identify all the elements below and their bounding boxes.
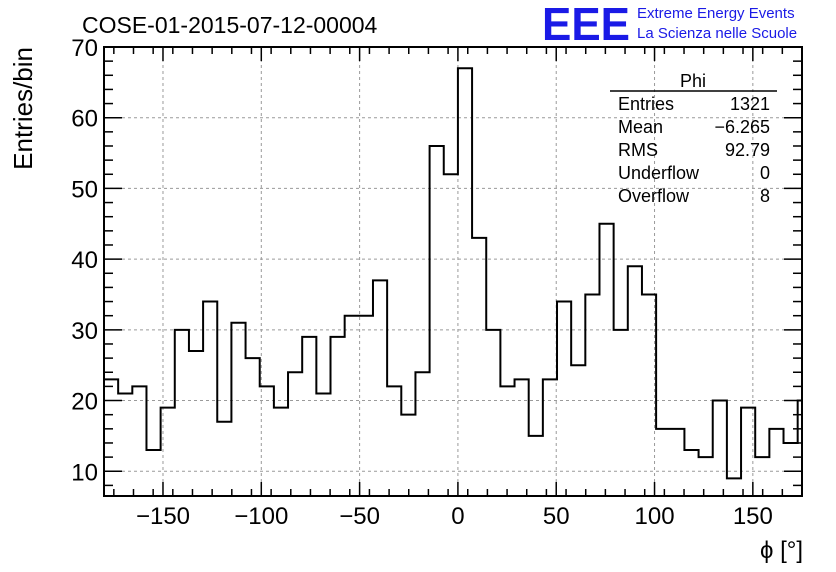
x-tick-label: −100 bbox=[234, 503, 288, 530]
stats-row-label: Overflow bbox=[618, 186, 690, 206]
histogram-outline bbox=[104, 67, 802, 480]
branding-line-2: La Scienza nelle Scuole bbox=[637, 25, 797, 42]
stats-row-label: Entries bbox=[618, 94, 674, 114]
eee-branding: EEE Extreme Energy Events La Scienza nel… bbox=[542, 0, 797, 50]
stats-row-value: −6.265 bbox=[714, 117, 770, 137]
chart-title: COSE-01-2015-07-12-00004 bbox=[82, 12, 378, 38]
stats-title: Phi bbox=[680, 71, 706, 91]
y-tick-label: 30 bbox=[71, 318, 98, 345]
x-tick-label: 0 bbox=[451, 503, 464, 530]
y-tick-label: 60 bbox=[71, 106, 98, 133]
y-tick-label: 20 bbox=[71, 389, 98, 416]
y-tick-label: 70 bbox=[71, 35, 98, 62]
branding-line-1: Extreme Energy Events bbox=[637, 5, 795, 22]
x-tick-label: 50 bbox=[543, 503, 570, 530]
y-tick-label: 40 bbox=[71, 247, 98, 274]
y-axis-label: Entries/bin bbox=[8, 47, 38, 170]
eee-logo: EEE bbox=[542, 0, 630, 50]
stats-row-value: 8 bbox=[760, 186, 770, 206]
x-tick-label: 100 bbox=[635, 503, 675, 530]
stats-row-value: 1321 bbox=[730, 94, 770, 114]
y-tick-label: 10 bbox=[71, 459, 98, 486]
stats-rows: Entries 1321 Mean −6.265 RMS 92.79 Underflow 0 O… bbox=[618, 94, 770, 206]
axis-ticks bbox=[104, 46, 803, 496]
stats-row-label: RMS bbox=[618, 140, 658, 160]
x-axis-label: ϕ [°] bbox=[760, 537, 803, 564]
stats-row-value: 0 bbox=[760, 163, 770, 183]
stats-row-label: Underflow bbox=[618, 163, 700, 183]
x-tick-label: −150 bbox=[136, 503, 190, 530]
stats-box: Phi Entries 1321 Mean −6.265 RMS 92.79 Underfl… bbox=[610, 71, 777, 206]
plot-frame bbox=[103, 46, 803, 497]
stats-row-label: Mean bbox=[618, 117, 663, 137]
y-tick-label: 50 bbox=[71, 176, 98, 203]
stats-row-value: 92.79 bbox=[725, 140, 770, 160]
tick-labels: −150 −100 −50 0 50 100 150 10 20 30 40 50 60 70 bbox=[71, 35, 773, 530]
x-tick-label: −50 bbox=[339, 503, 380, 530]
grid-lines bbox=[104, 47, 802, 496]
x-tick-label: 150 bbox=[733, 503, 773, 530]
